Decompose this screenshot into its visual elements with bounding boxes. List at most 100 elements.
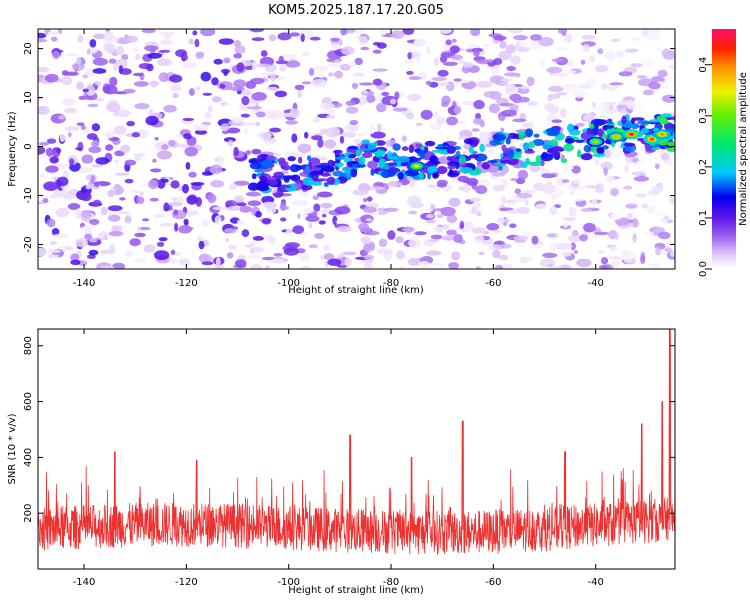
heatmap-hotspot xyxy=(613,135,619,139)
heatmap-cell xyxy=(487,160,498,164)
heatmap-cell xyxy=(605,175,615,182)
y-tick-label: 10 xyxy=(23,91,34,104)
heatmap-cell xyxy=(431,77,448,81)
heatmap-cell xyxy=(301,184,313,191)
heatmap-cell xyxy=(232,117,245,124)
heatmap-cell xyxy=(408,210,418,215)
heatmap-cell xyxy=(486,223,500,231)
heatmap-cell xyxy=(355,148,362,157)
heatmap-cell xyxy=(207,105,214,113)
heatmap-cell xyxy=(55,207,69,218)
heatmap-cell xyxy=(505,137,511,145)
heatmap-cell xyxy=(185,162,191,170)
heatmap-cell xyxy=(406,112,414,120)
heatmap-cell xyxy=(569,190,575,196)
heatmap-cell xyxy=(438,82,450,87)
heatmap-cell xyxy=(105,144,114,151)
heatmap-cell xyxy=(113,125,127,136)
heatmap-cell xyxy=(658,139,669,146)
heatmap-cell xyxy=(175,49,188,58)
heatmap-cell xyxy=(625,203,638,209)
heatmap-cell xyxy=(76,56,82,65)
heatmap-cell xyxy=(388,156,401,160)
heatmap-cell xyxy=(107,205,123,212)
heatmap-cell xyxy=(328,63,342,68)
heatmap-cell xyxy=(308,244,318,249)
heatmap-cell xyxy=(314,232,325,239)
heatmap-cell xyxy=(623,142,636,147)
heatmap-cell xyxy=(591,101,597,108)
heatmap-cell xyxy=(406,195,421,206)
heatmap-cell xyxy=(151,80,156,89)
heatmap-cell xyxy=(349,119,359,126)
heatmap-cell xyxy=(492,229,503,234)
x-tick-label: -140 xyxy=(73,577,96,588)
heatmap-cell xyxy=(523,231,533,237)
heatmap-cell xyxy=(76,81,84,90)
heatmap-cell xyxy=(43,181,59,191)
heatmap-cell xyxy=(488,103,500,114)
heatmap-cell xyxy=(119,197,126,201)
heatmap-cell xyxy=(239,89,252,96)
heatmap-cell xyxy=(592,153,606,157)
heatmap-cell xyxy=(256,63,272,68)
heatmap-cell xyxy=(122,88,136,94)
heatmap-cell xyxy=(657,69,668,78)
heatmap-cell xyxy=(226,127,241,134)
heatmap-cell xyxy=(492,184,505,192)
heatmap-cell xyxy=(632,233,637,243)
heatmap-cell xyxy=(347,161,359,165)
heatmap-cell xyxy=(561,179,570,183)
heatmap-cell xyxy=(641,204,649,209)
heatmap-cell xyxy=(376,102,387,113)
heatmap-cell xyxy=(376,123,382,133)
heatmap-cell xyxy=(524,199,530,206)
heatmap-cell xyxy=(64,126,80,131)
heatmap-cell xyxy=(159,49,171,53)
heatmap-cell xyxy=(49,156,59,164)
heatmap-cell xyxy=(261,218,272,225)
heatmap-cell xyxy=(409,179,415,189)
heatmap-cell xyxy=(159,31,174,36)
heatmap-cell xyxy=(292,225,305,235)
heatmap-cell xyxy=(139,191,144,197)
heatmap-cell xyxy=(156,58,172,67)
heatmap-cell xyxy=(269,179,279,186)
heatmap-cell xyxy=(279,185,292,188)
heatmap-cell xyxy=(100,206,108,216)
heatmap-cell xyxy=(289,151,299,157)
heatmap-cell xyxy=(194,38,200,48)
heatmap-cell xyxy=(478,252,485,255)
heatmap-cell xyxy=(100,249,111,254)
heatmap-cell xyxy=(250,246,264,253)
heatmap-cell xyxy=(289,32,301,37)
heatmap-cell xyxy=(163,104,177,113)
heatmap-cell xyxy=(453,78,462,82)
heatmap-cell xyxy=(666,219,674,224)
heatmap-cell xyxy=(351,82,359,90)
heatmap-cell xyxy=(269,185,278,194)
heatmap-cell xyxy=(414,231,427,236)
heatmap-cell xyxy=(636,160,644,166)
heatmap-cell xyxy=(38,247,48,257)
heatmap-cell xyxy=(211,77,219,86)
heatmap-cell xyxy=(248,254,262,259)
heatmap-hotspot xyxy=(649,137,655,141)
heatmap-cell xyxy=(341,131,357,138)
heatmap-cell xyxy=(369,242,376,251)
heatmap-cell xyxy=(150,168,162,173)
heatmap-cell xyxy=(233,40,241,48)
heatmap-cell xyxy=(535,203,548,210)
heatmap-cell xyxy=(323,166,335,173)
heatmap-cell xyxy=(265,86,279,91)
heatmap-cell xyxy=(624,164,629,174)
heatmap-cell xyxy=(62,98,75,106)
heatmap-cell xyxy=(610,245,618,252)
heatmap-cell xyxy=(202,92,212,96)
heatmap-cell xyxy=(386,171,396,177)
heatmap-cell xyxy=(342,251,357,256)
heatmap-cell xyxy=(332,215,338,226)
heatmap-cell xyxy=(249,162,262,170)
heatmap-cell xyxy=(415,122,423,126)
heatmap-cell xyxy=(667,141,675,147)
